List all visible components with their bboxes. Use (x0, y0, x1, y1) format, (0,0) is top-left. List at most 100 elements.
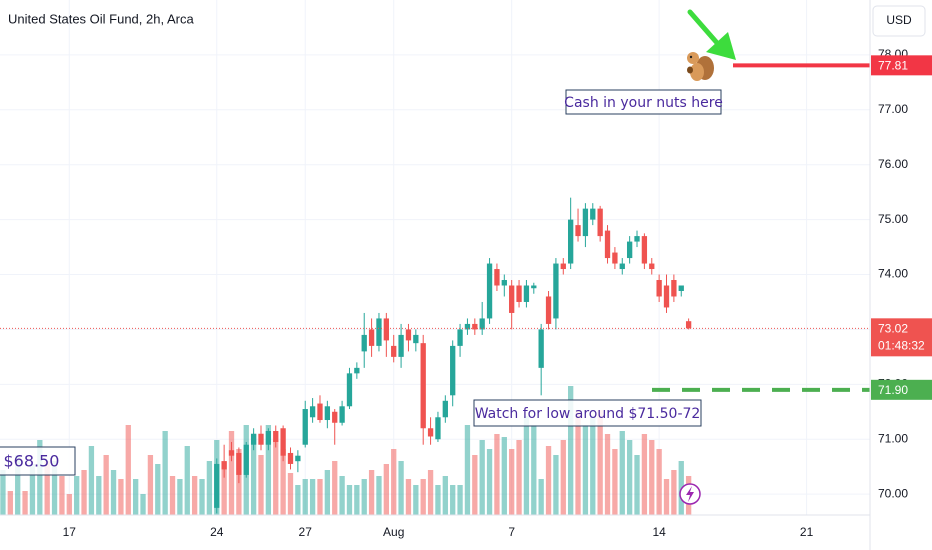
volume-bar (280, 449, 286, 515)
candle-body (450, 345, 456, 396)
candle-body (273, 430, 279, 442)
volume-bar (361, 479, 367, 515)
volume-bar (560, 440, 566, 515)
candle-body (317, 403, 323, 421)
volume-bar (29, 464, 36, 515)
candle-body (376, 318, 382, 346)
x-tick-label: 7 (508, 525, 515, 539)
volume-bar (590, 416, 596, 515)
candle-body (391, 345, 397, 357)
annotation-box (0, 446, 76, 476)
x-tick-label: 27 (299, 525, 313, 539)
candle-body (641, 236, 648, 264)
volume-bar (169, 476, 176, 515)
currency-label[interactable]: USD (886, 13, 912, 27)
volume-bar (420, 479, 426, 515)
price-label-box (871, 55, 932, 76)
candle-body (472, 323, 478, 330)
last-price-label: 73.02 (878, 321, 908, 335)
candle-body (523, 285, 530, 302)
volume-bar (413, 485, 419, 515)
volume-bar (302, 479, 308, 515)
volume-bar (582, 425, 589, 515)
price-label-box (871, 379, 932, 400)
candle-body (560, 263, 566, 270)
candle-body (590, 208, 596, 220)
x-tick-label: 17 (63, 525, 77, 539)
volume-bar (155, 464, 161, 515)
y-tick-label: 74.00 (878, 267, 908, 281)
price-label: 77.81 (878, 59, 908, 73)
volume-bar (427, 470, 434, 515)
candle-body (575, 225, 581, 237)
candle-body (442, 400, 448, 418)
x-tick-label: 24 (210, 525, 224, 539)
candle-body (243, 444, 249, 475)
volume-bar (479, 440, 485, 515)
volume-bar (110, 470, 117, 515)
candle-body (597, 208, 603, 237)
volume-bar (494, 434, 500, 515)
volume-bar (509, 449, 515, 515)
volume-bar (317, 479, 323, 515)
volume-bar (354, 485, 360, 515)
volume-bar (641, 434, 648, 515)
candle-body (258, 433, 264, 445)
candle-body (612, 252, 618, 264)
volume-bar (612, 449, 618, 515)
volume-bar (258, 455, 264, 515)
volume-bar (501, 437, 507, 515)
candle-body (346, 373, 353, 407)
volume-bar (191, 476, 198, 515)
candle-body (516, 285, 522, 302)
candle-body (486, 263, 493, 319)
volume-bar (538, 479, 544, 515)
candle-body (671, 280, 677, 297)
volume-bar (177, 479, 183, 515)
volume-bar (435, 485, 441, 515)
volume-bar (568, 386, 574, 515)
candle-body (501, 280, 507, 286)
volume-bar (133, 479, 139, 515)
last-price-box (871, 318, 932, 357)
volume-bar (486, 449, 493, 515)
currency-button[interactable]: USD (872, 5, 926, 37)
volume-bar (265, 425, 272, 515)
volume-bar (324, 470, 331, 515)
x-tick-label: 14 (652, 525, 666, 539)
candle-body (302, 409, 308, 445)
x-tick-label: Aug (383, 525, 404, 539)
candle-body (405, 329, 412, 341)
volume-bar (162, 431, 168, 515)
annotation-text: $68.50 (4, 452, 60, 471)
candle-body (228, 450, 235, 456)
grid (0, 0, 870, 515)
x-tick-label: 21 (800, 525, 814, 539)
arrow-drawing (687, 9, 736, 60)
candle-body (685, 321, 692, 329)
volume-bar (604, 434, 611, 515)
candle-body (619, 263, 625, 270)
annotation-text: Watch for low around $71.50-72 (475, 406, 701, 422)
currency-button-frame[interactable] (872, 5, 926, 37)
candle-body (287, 452, 294, 464)
volume-bar (346, 485, 353, 515)
volume-bar (523, 416, 530, 515)
candle-body (324, 406, 331, 421)
candle-body (420, 343, 426, 429)
candle-body (479, 318, 485, 330)
volume-bar (339, 476, 345, 515)
symbol-title: United States Oil Fund, 2h, Arca (8, 11, 194, 26)
volume-bar (531, 425, 537, 515)
candle-body (494, 269, 500, 286)
volume-bar (671, 470, 677, 515)
volume-bar (15, 455, 21, 515)
candle-body (413, 334, 419, 344)
volume-bar (118, 479, 124, 515)
volume-bar (59, 476, 65, 515)
volume-bar (81, 470, 87, 515)
squirrel-icon (687, 52, 714, 81)
volume-bar (184, 446, 190, 515)
alert-icon[interactable] (679, 483, 701, 505)
axes (0, 0, 871, 550)
